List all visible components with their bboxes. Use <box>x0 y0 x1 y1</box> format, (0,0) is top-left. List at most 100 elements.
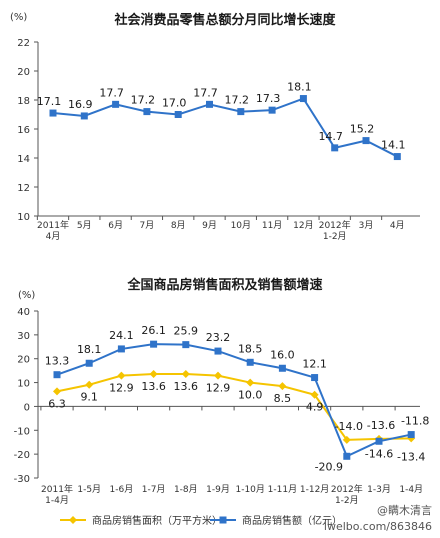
data-label: 17.3 <box>256 92 281 105</box>
data-label: 17.2 <box>131 94 156 107</box>
data-point <box>278 382 287 391</box>
data-label: 16.0 <box>270 348 295 361</box>
y-tick-label: 14 <box>17 154 30 165</box>
x-tick-label: 12月 <box>293 220 313 231</box>
x-tick-label: 1-4月 <box>399 484 423 495</box>
data-point <box>343 452 351 460</box>
y-tick-label: 30 <box>17 331 30 342</box>
data-point <box>174 111 182 118</box>
x-tick-label: 4月 <box>46 231 61 242</box>
watermark: @瞒木清言 lwelbo.com/863846 <box>324 504 432 533</box>
series-line <box>52 97 398 158</box>
data-point <box>182 341 190 349</box>
data-label: 15.2 <box>350 123 375 136</box>
data-label: 18.1 <box>287 81 312 94</box>
data-point <box>206 100 213 108</box>
x-tick-label: 1-5月 <box>77 484 101 495</box>
data-label: 8.5 <box>274 392 292 405</box>
y-tick-label: 12 <box>17 183 30 194</box>
legend: 商品房销售面积（万平方米） 商品房销售额（亿元） <box>60 514 342 527</box>
x-tick-label: 8月 <box>171 220 186 231</box>
x-tick-label: 1-2月 <box>323 231 347 242</box>
data-label: 25.9 <box>174 325 199 338</box>
legend-marker <box>69 516 77 524</box>
data-point <box>143 108 151 116</box>
y-tick-label: 20 <box>17 67 30 78</box>
data-point <box>181 369 190 378</box>
data-label: 10.0 <box>238 389 263 402</box>
x-tick-label: 2011年 <box>37 219 69 231</box>
x-tick-label: 2012年 <box>319 219 351 231</box>
data-point <box>246 358 254 366</box>
x-tick-label: 1-12月 <box>300 484 329 495</box>
data-point <box>85 359 93 367</box>
data-point <box>49 109 57 117</box>
y-tick-label: 20 <box>17 355 30 366</box>
data-point <box>246 378 255 387</box>
data-label: -13.6 <box>367 419 395 432</box>
data-label: 12.1 <box>302 358 327 371</box>
y-tick-label: 0 <box>24 402 30 413</box>
data-label: 17.7 <box>99 86 124 99</box>
y-tick-label: 22 <box>17 38 30 49</box>
data-label: 24.1 <box>109 329 134 342</box>
data-point <box>214 371 222 380</box>
data-point <box>112 100 120 108</box>
data-label: 12.9 <box>109 382 134 395</box>
y-tick-label: 10 <box>17 212 30 223</box>
data-point <box>311 374 319 382</box>
x-tick-label: 2012年 <box>331 483 363 495</box>
data-label: 9.1 <box>80 391 98 404</box>
data-label: 4.9 <box>306 401 324 414</box>
x-tick-label: 1-2月 <box>335 495 359 506</box>
x-tick-label: 1-4月 <box>45 495 69 506</box>
data-label: -14.6 <box>365 447 393 460</box>
data-label: 14.1 <box>381 139 406 152</box>
data-point <box>53 371 61 379</box>
data-point <box>268 106 276 114</box>
data-label: 17.7 <box>193 86 218 99</box>
y-tick-label: -10 <box>14 426 30 437</box>
data-label: 23.2 <box>206 331 231 344</box>
data-label: 12.9 <box>206 382 231 395</box>
data-label: 16.9 <box>68 98 93 111</box>
y-tick-label: 10 <box>17 379 30 390</box>
x-tick-label: 11月 <box>262 220 282 231</box>
data-label: -20.9 <box>315 460 343 473</box>
chart-title: 全国商品房销售面积及销售额增速 <box>126 277 322 293</box>
data-label: 14.7 <box>318 130 343 143</box>
x-tick-label: 3月 <box>359 220 374 231</box>
x-tick-label: 2011年 <box>41 483 73 495</box>
y-tick-label: 40 <box>17 307 30 318</box>
data-point <box>393 153 401 161</box>
y-axis-unit: (%) <box>10 12 27 23</box>
x-tick-label: 5月 <box>77 220 92 231</box>
data-label: 17.1 <box>37 95 62 108</box>
legend-label: 商品房销售额（亿元） <box>242 514 342 527</box>
data-point <box>331 144 339 152</box>
x-tick-label: 1-11月 <box>268 484 297 495</box>
legend-label: 商品房销售面积（万平方米） <box>92 514 222 527</box>
x-tick-label: 1-8月 <box>174 484 198 495</box>
data-point <box>117 371 126 380</box>
data-label: 26.1 <box>141 324 166 337</box>
x-tick-label: 1-3月 <box>367 484 391 495</box>
chart-title: 社会消费品零售总额分月同比增长速度 <box>113 12 336 28</box>
x-tick-label: 1-10月 <box>235 484 264 495</box>
series-line <box>56 372 412 441</box>
x-tick-label: 6月 <box>108 220 123 231</box>
data-point <box>80 112 88 120</box>
watermark-url: lwelbo.com/863846 <box>324 520 432 533</box>
watermark-name: @瞒木清言 <box>377 504 432 517</box>
x-tick-label: 1-6月 <box>110 484 134 495</box>
y-axis-unit: (%) <box>18 290 35 301</box>
data-label: 18.5 <box>238 342 263 355</box>
data-label: -13.4 <box>397 450 425 463</box>
legend-marker <box>219 516 227 524</box>
x-tick-label: 7月 <box>140 220 155 231</box>
data-label: 13.3 <box>45 355 70 368</box>
data-point <box>278 364 286 372</box>
data-point <box>149 369 158 378</box>
data-point <box>150 340 158 348</box>
data-label: 6.3 <box>48 397 66 410</box>
